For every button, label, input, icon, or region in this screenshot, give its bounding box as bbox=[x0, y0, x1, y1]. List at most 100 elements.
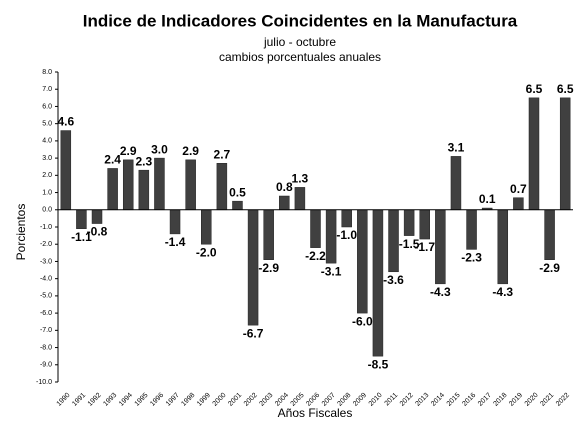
bar bbox=[138, 169, 150, 211]
data-label: -1.1 bbox=[71, 230, 92, 244]
y-axis-label: Porcientos bbox=[14, 204, 28, 261]
y-tick-label: -5.0 bbox=[40, 293, 52, 300]
bar bbox=[357, 209, 368, 314]
bar bbox=[528, 97, 540, 211]
x-tick-label: 2020 bbox=[524, 392, 540, 408]
data-label: 2.9 bbox=[182, 144, 199, 158]
bar bbox=[185, 159, 196, 211]
x-tick-label: 1996 bbox=[149, 392, 165, 408]
bar bbox=[388, 209, 399, 273]
data-label: -4.3 bbox=[430, 285, 451, 299]
bar bbox=[544, 209, 555, 260]
data-label: 1.3 bbox=[292, 172, 309, 186]
x-tick-label: 2002 bbox=[243, 392, 259, 408]
x-tick-label: 2012 bbox=[399, 392, 415, 408]
data-label: 2.9 bbox=[120, 144, 137, 158]
data-label: 3.0 bbox=[151, 142, 168, 156]
bar bbox=[513, 197, 524, 211]
y-tick-label: -8.0 bbox=[40, 344, 52, 351]
y-tick-label: -7.0 bbox=[40, 327, 52, 334]
bar bbox=[91, 209, 103, 224]
x-tick-label: 1999 bbox=[196, 392, 212, 408]
data-label: -6.7 bbox=[243, 326, 264, 340]
y-tick-label: -6.0 bbox=[40, 310, 52, 317]
x-tick-label: 2022 bbox=[555, 392, 571, 408]
data-label: 3.1 bbox=[448, 141, 465, 155]
x-tick-label: 2009 bbox=[352, 392, 368, 408]
bar bbox=[169, 209, 181, 235]
data-label: -3.1 bbox=[321, 264, 342, 278]
data-label: -2.3 bbox=[461, 251, 482, 265]
y-tick-label: 1.0 bbox=[42, 189, 52, 196]
data-label: -8.5 bbox=[368, 357, 389, 371]
x-tick-label: 2018 bbox=[493, 392, 509, 408]
x-tick-label: 1992 bbox=[87, 392, 103, 408]
x-tick-label: 2000 bbox=[212, 392, 228, 408]
x-tick-label: 2003 bbox=[258, 392, 274, 408]
y-tick-label: 0.0 bbox=[42, 207, 52, 214]
x-tick-label: 1995 bbox=[134, 392, 150, 408]
y-tick-label: 5.0 bbox=[42, 121, 52, 128]
bar bbox=[107, 168, 118, 211]
x-tick-label: 1998 bbox=[180, 392, 196, 408]
y-tick-label: -10.0 bbox=[36, 379, 52, 386]
x-tick-label: 2016 bbox=[461, 392, 477, 408]
bar bbox=[450, 156, 462, 211]
x-tick-label: 1994 bbox=[118, 392, 134, 408]
data-label: -2.2 bbox=[305, 249, 326, 263]
data-label: 6.5 bbox=[526, 82, 543, 96]
x-tick-label: 1993 bbox=[102, 392, 118, 408]
x-tick-label: 2019 bbox=[508, 392, 524, 408]
y-tick-label: -2.0 bbox=[40, 241, 52, 248]
data-label: -4.3 bbox=[492, 285, 513, 299]
y-tick-label: 8.0 bbox=[42, 69, 52, 76]
y-tick-label: 4.0 bbox=[42, 138, 52, 145]
data-label: 0.5 bbox=[229, 185, 246, 199]
y-tick-label: -1.0 bbox=[40, 224, 52, 231]
bar bbox=[263, 209, 274, 260]
bar bbox=[341, 209, 352, 228]
data-label: 0.1 bbox=[479, 192, 496, 206]
bar bbox=[559, 97, 571, 211]
x-tick-label: 2017 bbox=[477, 392, 493, 408]
bar bbox=[372, 209, 384, 357]
data-label: 0.7 bbox=[510, 182, 527, 196]
data-label: 0.8 bbox=[276, 180, 293, 194]
bar bbox=[201, 209, 212, 245]
x-tick-label: 2010 bbox=[368, 392, 384, 408]
x-tick-label: 1997 bbox=[165, 392, 181, 408]
data-label: 6.5 bbox=[557, 82, 574, 96]
x-tick-label: 2014 bbox=[430, 392, 446, 408]
chart-subtitle: cambios porcentuales anuales bbox=[219, 50, 381, 64]
chart-title: Indice de Indicadores Coincidentes en la… bbox=[83, 11, 518, 30]
bar bbox=[497, 209, 509, 285]
bar bbox=[310, 209, 321, 248]
data-label: -1.5 bbox=[399, 237, 420, 251]
bar bbox=[466, 209, 477, 250]
data-label: -6.0 bbox=[352, 314, 373, 328]
data-label: 2.4 bbox=[104, 153, 121, 167]
data-label: -1.7 bbox=[414, 240, 435, 254]
bar bbox=[154, 157, 165, 211]
x-tick-label: 1990 bbox=[56, 392, 72, 408]
bar bbox=[419, 209, 430, 240]
x-tick-label: 2011 bbox=[384, 392, 400, 408]
x-tick-label: 1991 bbox=[71, 392, 87, 408]
y-tick-label: 3.0 bbox=[42, 155, 52, 162]
x-tick-label: 2001 bbox=[227, 392, 243, 408]
bar bbox=[403, 209, 415, 236]
bar bbox=[294, 187, 306, 211]
data-label: -2.0 bbox=[196, 245, 217, 259]
data-label: -2.9 bbox=[258, 261, 279, 275]
y-tick-label: -9.0 bbox=[40, 362, 52, 369]
bar bbox=[279, 195, 290, 211]
data-label: -1.4 bbox=[165, 235, 186, 249]
data-label: 2.3 bbox=[135, 154, 152, 168]
bar bbox=[325, 209, 337, 264]
data-label: -0.8 bbox=[87, 225, 108, 239]
bar bbox=[76, 209, 87, 229]
data-label: -2.9 bbox=[539, 261, 560, 275]
y-tick-label: -3.0 bbox=[40, 258, 52, 265]
bar bbox=[232, 200, 243, 211]
bar bbox=[247, 209, 259, 326]
